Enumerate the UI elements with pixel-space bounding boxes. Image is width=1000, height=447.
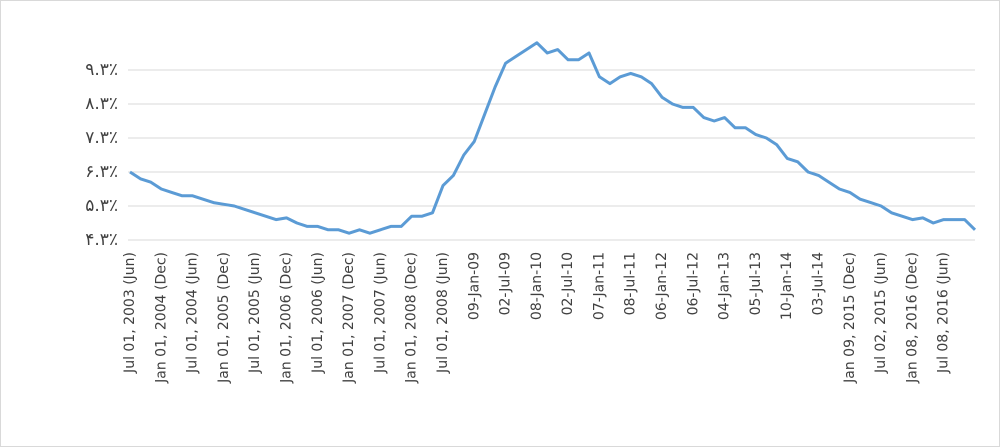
y-tick-label: ۶.۳٪ (85, 162, 118, 182)
x-tick-label: Jan 09, 2015 (Dec) (842, 252, 858, 384)
x-tick-label: Jan 08, 2016 (Dec) (904, 252, 920, 384)
x-tick-label: Jan 01, 2008 (Dec) (404, 252, 420, 384)
x-tick-label: Jan 01, 2007 (Dec) (341, 252, 357, 384)
y-tick-label: ۷.۳٪ (85, 128, 118, 148)
y-tick-label: ۸.۳٪ (85, 94, 118, 114)
x-tick-label: 10-Jan-14 (779, 252, 795, 320)
x-tick-label: 08-Jan-10 (529, 252, 545, 320)
x-tick-label: Jul 01, 2003 (Jun) (122, 252, 138, 374)
x-tick-label: 06-Jul-12 (685, 252, 701, 315)
y-tick-label: ۵.۳٪ (85, 196, 118, 216)
y-tick-label: ۴.۳٪ (85, 230, 118, 250)
x-tick-label: 06-Jan-12 (654, 252, 670, 320)
x-tick-label: Jul 02, 2015 (Jun) (873, 252, 889, 374)
x-tick-label: Jul 01, 2008 (Jun) (435, 252, 451, 374)
x-tick-label: 09-Jan-09 (466, 252, 482, 320)
x-tick-label: Jul 01, 2007 (Jun) (372, 252, 388, 374)
x-tick-label: Jan 01, 2006 (Dec) (278, 252, 294, 384)
x-tick-label: 05-Jul-13 (748, 252, 764, 315)
x-tick-label: 03-Jul-14 (811, 252, 827, 315)
x-tick-label: Jan 01, 2005 (Dec) (216, 252, 232, 384)
x-tick-label: Jul 01, 2006 (Jun) (310, 252, 326, 374)
x-tick-label: Jul 01, 2004 (Jun) (185, 252, 201, 374)
x-tick-label: 07-Jan-11 (591, 252, 607, 320)
x-tick-label: Jul 01, 2005 (Jun) (247, 252, 263, 374)
x-tick-label: 04-Jan-13 (717, 252, 733, 320)
y-tick-label: ۹.۳٪ (85, 60, 118, 80)
x-tick-label: 08-Jul-11 (623, 252, 639, 315)
line-series (129, 41, 977, 235)
x-tick-label: Jul 08, 2016 (Jun) (936, 252, 952, 374)
x-tick-label: 02-Jul-09 (498, 252, 514, 315)
x-tick-label: Jan 01, 2004 (Dec) (153, 252, 169, 384)
x-tick-label: 02-Jul-10 (560, 252, 576, 315)
